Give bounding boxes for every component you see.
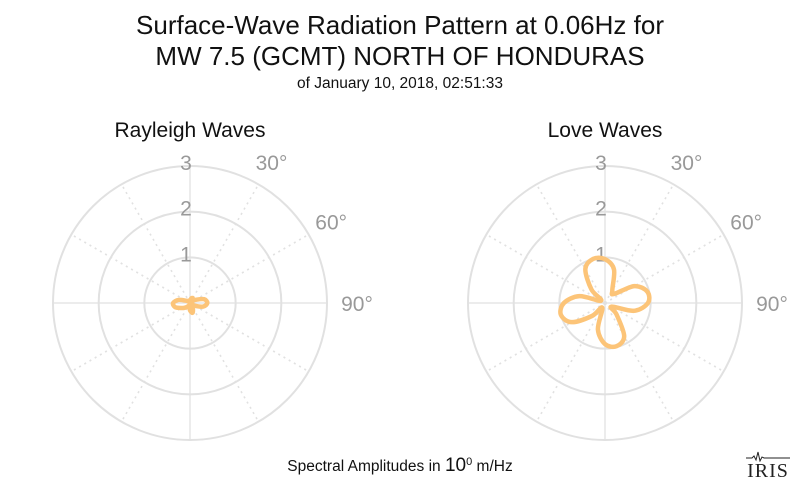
chart-title-line2: MW 7.5 (GCMT) NORTH OF HONDURAS [155,41,645,71]
units-suffix: m/Hz [472,458,513,475]
rayleigh-radial-tick-label: 2 [180,198,192,221]
love-spoke [604,302,675,423]
love-radial-tick-label: 2 [595,198,607,221]
love-spoke [485,233,606,304]
seismogram-icon [746,451,790,463]
amplitude-units-caption: Spectral Amplitudes in 100 m/Hz [0,455,800,477]
chart-title-line1: Surface-Wave Radiation Pattern at 0.06Hz… [136,10,664,40]
rayleigh-radiation-pattern [170,295,210,315]
love-radial-tick-label: 1 [595,243,607,266]
rayleigh-spoke [120,183,191,304]
rayleigh-angle-label: 30° [256,152,288,175]
logo-text: IRIS [747,460,789,482]
units-exponent: 0 [466,455,473,468]
rayleigh-spoke [120,302,191,423]
love-angle-label: 60° [730,212,762,235]
rayleigh-spoke [189,302,260,423]
rayleigh-angle-label: 90° [341,293,373,316]
love-angle-label: 30° [671,152,703,175]
love-spoke [604,302,725,373]
rayleigh-radial-tick-label: 3 [180,152,192,175]
rayleigh-spoke [189,233,310,304]
rayleigh-angle-label: 60° [315,212,347,235]
love-spoke [485,302,606,373]
rayleigh-ring [52,165,328,441]
love-angle-label: 90° [756,293,788,316]
chart-subtitle: of January 10, 2018, 02:51:33 [297,75,503,92]
love-spoke [604,183,675,304]
rayleigh-spoke [189,302,310,373]
units-prefix: Spectral Amplitudes in [287,458,445,475]
love-ring [512,210,698,396]
rayleigh-title: Rayleigh Waves [115,119,266,142]
iris-logo: IRIS [742,448,794,488]
love-spoke [604,233,725,304]
love-radial-tick-label: 3 [595,152,607,175]
rayleigh-spoke [70,233,191,304]
love-title: Love Waves [548,119,663,142]
love-spoke [535,302,606,423]
rayleigh-ring [97,210,283,396]
rayleigh-radial-tick-label: 1 [180,243,192,266]
rayleigh-spoke [70,302,191,373]
love-spoke [535,183,606,304]
rayleigh-spoke [189,183,260,304]
love-radiation-pattern [558,255,652,350]
units-base: 10 [444,455,467,476]
rayleigh-ring [143,256,237,350]
love-ring [467,165,743,441]
